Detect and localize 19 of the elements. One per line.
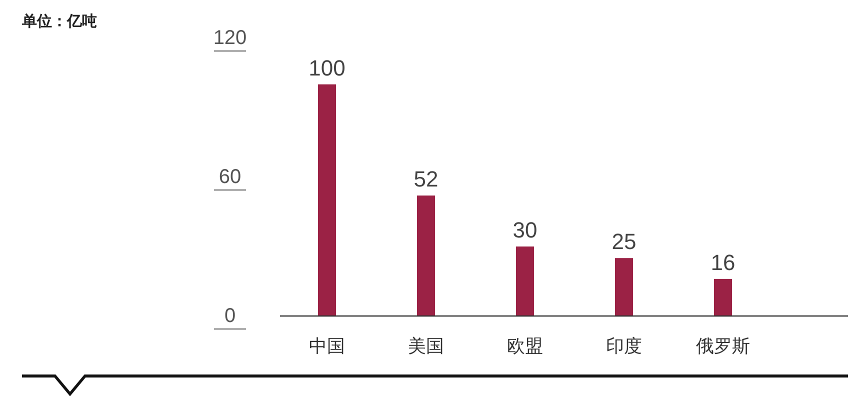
x-tick-label: 中国 <box>309 336 345 356</box>
data-label: 16 <box>710 250 736 275</box>
y-tick-label: 0 <box>224 305 236 327</box>
bar <box>714 278 732 316</box>
x-tick-label: 俄罗斯 <box>696 336 750 356</box>
bar <box>318 84 336 316</box>
data-label: 52 <box>414 166 438 192</box>
data-label: 30 <box>512 218 538 242</box>
text: 单位：亿吨 <box>21 13 97 30</box>
data-label: 100 <box>308 55 346 80</box>
bar <box>417 196 435 316</box>
y-tick-label: 60 <box>218 166 242 188</box>
bar <box>615 258 633 316</box>
bar <box>516 246 534 316</box>
y-tick-label: 120 <box>213 27 247 49</box>
x-tick-label: 欧盟 <box>507 336 543 356</box>
x-tick-label: 美国 <box>408 336 444 356</box>
data-label: 25 <box>612 229 636 254</box>
x-tick-label: 印度 <box>606 336 642 356</box>
